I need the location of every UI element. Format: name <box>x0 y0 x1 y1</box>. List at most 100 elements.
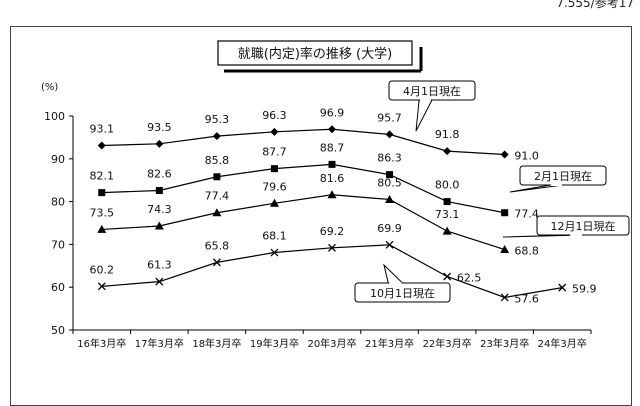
legend-label: 2月1日現在 <box>534 170 592 183</box>
data-label: 87.7 <box>262 146 287 159</box>
series-line <box>101 128 505 156</box>
series-4: 60.2 61.3 65.8 68.1 69.2 69.9 62.5 57.6 59.9 <box>90 222 597 306</box>
data-label: 80.0 <box>435 179 460 192</box>
x-tick-label: 23年3月卒 <box>480 337 529 350</box>
data-point-diamond <box>500 150 509 159</box>
data-point-diamond <box>155 139 164 148</box>
cross-stroke <box>212 258 221 267</box>
data-point-triangle <box>97 224 107 233</box>
data-label: 59.9 <box>572 283 597 296</box>
y-tick-label: 90 <box>51 153 65 166</box>
series-3: 73.5 74.3 77.4 79.6 81.6 80.5 73.1 68.8 <box>90 172 539 258</box>
data-label: 77.4 <box>514 208 539 221</box>
data-label: 85.8 <box>205 154 230 167</box>
x-tick-label: 24年3月卒 <box>538 337 587 350</box>
legend-label: 4月1日現在 <box>403 85 461 98</box>
data-point-square <box>155 186 163 194</box>
legend-callout-2: 2月1日現在 <box>509 165 607 193</box>
data-label: 96.9 <box>320 106 345 119</box>
data-point-diamond <box>328 125 336 134</box>
series-2: 82.1 82.6 85.8 87.7 88.7 86.3 80.0 77.4 <box>90 141 539 220</box>
data-label: 95.3 <box>205 113 230 126</box>
data-point-cross <box>155 277 164 286</box>
cross-stroke <box>558 283 567 292</box>
data-label: 96.3 <box>262 109 287 122</box>
callout-box <box>388 80 476 101</box>
data-label: 80.5 <box>377 176 402 189</box>
data-label: 77.4 <box>205 190 230 203</box>
cross-stroke <box>385 240 394 249</box>
data-point-triangle <box>442 226 452 235</box>
data-point-cross <box>443 272 452 281</box>
data-label: 93.1 <box>90 123 115 136</box>
data-point-diamond <box>97 141 106 150</box>
legend-callout-1: 4月1日現在 <box>388 80 476 132</box>
data-point-triangle <box>385 194 395 203</box>
cross-stroke <box>328 243 336 252</box>
data-point-square <box>443 198 451 206</box>
x-tick-label: 20年3月卒 <box>307 337 356 350</box>
data-label: 93.5 <box>147 121 172 134</box>
legend-callout-4: 10月1日現在 <box>354 263 451 303</box>
data-point-square <box>386 171 394 179</box>
line-chart: 就職(内定)率の推移 (大学) (%) 50 60 70 80 90 100 16年3月卒 1… <box>41 40 630 350</box>
data-point-triangle <box>154 221 164 230</box>
data-label: 73.1 <box>435 208 460 221</box>
data-label: 61.3 <box>147 259 172 272</box>
data-point-diamond <box>270 127 279 136</box>
chart-frame: 就職(内定)率の推移 (大学) (%) 50 60 70 80 90 100 16年3月卒 1… <box>10 26 632 406</box>
data-label: 62.5 <box>457 272 482 285</box>
data-label: 68.1 <box>262 230 287 243</box>
data-point-diamond <box>443 147 452 156</box>
data-label: 74.3 <box>147 203 172 216</box>
data-label: 79.6 <box>262 180 287 193</box>
data-point-cross <box>500 293 509 302</box>
data-point-square <box>328 160 336 168</box>
callout-box <box>519 165 607 186</box>
y-tick-label: 50 <box>51 324 65 337</box>
cross-stroke <box>500 293 509 302</box>
data-point-cross <box>385 240 394 249</box>
legend-callout-3: 12月1日現在 <box>502 215 630 238</box>
data-point-triangle <box>269 198 279 207</box>
chart-title-box: 就職(内定)率の推移 (大学) <box>217 40 423 73</box>
data-point-square <box>501 209 509 217</box>
data-point-triangle <box>327 190 337 199</box>
y-axis-label: (%) <box>41 82 58 93</box>
x-tick-label: 21年3月卒 <box>365 337 414 350</box>
data-point-square <box>213 173 221 181</box>
data-label: 91.8 <box>435 128 460 141</box>
callout-box <box>354 282 451 303</box>
series-line <box>101 194 505 251</box>
y-tick-label: 80 <box>51 196 65 209</box>
data-point-cross <box>328 243 336 252</box>
data-point-cross <box>97 282 106 291</box>
data-label: 65.8 <box>205 239 230 252</box>
data-point-triangle <box>212 208 222 217</box>
data-label: 73.5 <box>90 206 115 219</box>
series-1: 93.1 93.5 95.3 96.3 96.9 95.7 91.8 91.0 <box>90 106 539 162</box>
data-label: 60.2 <box>90 263 115 276</box>
data-label: 88.7 <box>320 141 345 154</box>
x-tick-label: 22年3月卒 <box>423 337 472 350</box>
data-point-triangle <box>500 245 510 254</box>
series-line <box>101 163 505 214</box>
x-tick-label: 17年3月卒 <box>135 337 184 350</box>
data-point-cross <box>270 248 279 257</box>
cross-stroke <box>270 248 279 257</box>
data-label: 69.2 <box>320 225 345 238</box>
y-tick-label: 70 <box>51 238 65 251</box>
data-label: 68.8 <box>514 245 539 258</box>
data-label: 95.7 <box>377 111 402 124</box>
callout-box <box>536 215 630 236</box>
axes: 50 60 70 80 90 100 16年3月卒 17年3月卒 18年3月卒 19年3月卒 20年… <box>44 110 592 350</box>
data-point-square <box>98 189 106 197</box>
y-tick-label: 60 <box>51 281 65 294</box>
series-layer: 93.1 93.5 95.3 96.3 96.9 95.7 91.8 91.0 82.1 82.6… <box>90 106 597 305</box>
x-tick-label: 16年3月卒 <box>77 337 126 350</box>
y-tick-label: 100 <box>44 110 65 123</box>
cross-stroke <box>97 282 106 291</box>
data-point-cross <box>212 258 221 267</box>
callout-pointer <box>415 99 433 132</box>
data-label: 82.6 <box>147 167 172 180</box>
